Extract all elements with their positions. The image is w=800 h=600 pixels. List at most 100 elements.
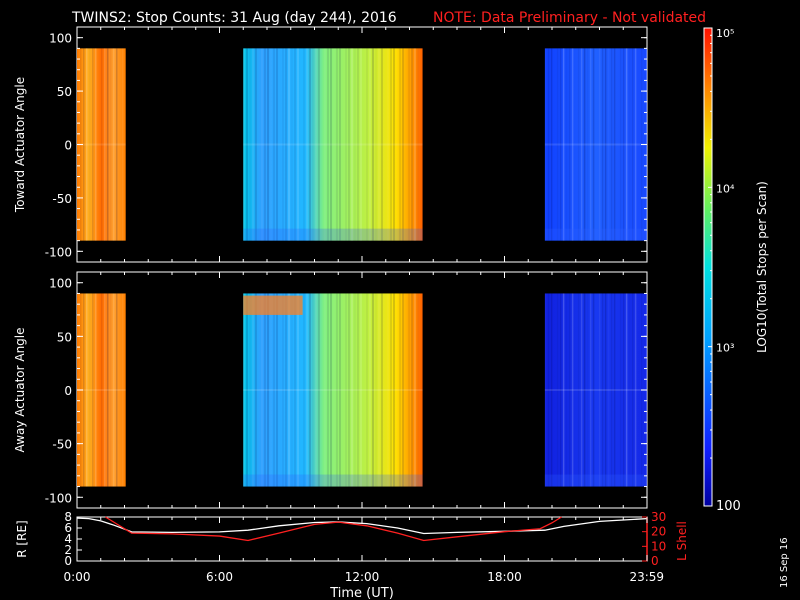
zero-angle-band — [544, 389, 647, 391]
heatmap-stripe — [550, 293, 553, 487]
heatmap-stripe — [264, 293, 266, 487]
heatmap-stripe — [95, 293, 97, 487]
plot-frame — [76, 516, 648, 562]
toward-heatmap-panel: 100 50 0 -50 -100 Toward Actuator Angle — [13, 26, 648, 263]
left-y-tick-label: 8 — [64, 510, 72, 524]
heatmap-stripe — [107, 48, 109, 241]
heatmap-stripe — [559, 48, 562, 241]
heatmap-stripe — [634, 293, 637, 487]
colorbar-tick-label: 10⁵ — [716, 27, 734, 40]
heatmap-stripe — [592, 48, 595, 241]
heatmap-stripe — [556, 48, 559, 241]
heatmap-stripe — [622, 48, 625, 241]
heatmap-stripe — [378, 293, 380, 487]
heatmap-stripe — [318, 48, 320, 241]
heatmap-stripe — [264, 48, 266, 241]
away-heatmap-panel: 100 50 0 -50 -100 Away Actuator Angle — [13, 271, 648, 509]
heatmap-stripe — [246, 48, 248, 241]
colorbar-label: LOG10(Total Stops per Scan) — [755, 181, 769, 353]
heatmap-stripe — [631, 48, 634, 241]
heatmap-stripe — [369, 48, 371, 241]
heatmap-stripe — [327, 48, 329, 241]
right-y-tick-label: 20 — [651, 525, 666, 539]
low-angle-shade — [243, 228, 423, 241]
heatmap-stripe — [113, 293, 115, 487]
heatmap-stripe — [273, 293, 275, 487]
heatmap-stripe — [252, 48, 254, 241]
heatmap-stripe — [568, 293, 571, 487]
heatmap-stripe — [369, 293, 371, 487]
heatmap-stripe — [324, 293, 326, 487]
x-tick-label: 6:00 — [206, 570, 233, 584]
left-y-tick-label: 4 — [64, 532, 72, 546]
heatmap-stripe — [285, 48, 287, 241]
heatmap-stripe — [86, 48, 88, 241]
heatmap-stripe — [414, 293, 416, 487]
y-tick-label: -100 — [45, 245, 72, 259]
left-y-tick-label: 6 — [64, 521, 72, 535]
zero-angle-band — [77, 389, 126, 391]
heatmap-stripe — [625, 293, 628, 487]
heatmap-stripe — [306, 48, 308, 241]
heatmap-stripe — [408, 48, 410, 241]
heatmap-stripe — [336, 293, 338, 487]
heatmap-stripe — [631, 293, 634, 487]
heatmap-stripe — [285, 293, 287, 487]
heatmap-segment-mid — [243, 293, 423, 487]
high-angle-enhancement — [243, 295, 303, 315]
y-tick-label: -50 — [52, 438, 72, 452]
heatmap-stripe — [381, 293, 383, 487]
heatmap-stripe — [276, 293, 278, 487]
heatmap-segment-low — [544, 293, 647, 487]
heatmap-stripe — [568, 48, 571, 241]
heatmap-stripe — [315, 48, 317, 241]
heatmap-stripe — [297, 48, 299, 241]
y-tick-label: 50 — [57, 330, 72, 344]
heatmap-stripe — [267, 48, 269, 241]
heatmap-stripe — [122, 48, 124, 241]
heatmap-stripe — [402, 48, 404, 241]
heatmap-stripe — [116, 293, 118, 487]
heatmap-stripe — [583, 293, 586, 487]
heatmap-stripe — [580, 293, 583, 487]
heatmap-stripe — [101, 48, 103, 241]
heatmap-stripe — [357, 293, 359, 487]
heatmap-stripe — [559, 293, 562, 487]
heatmap-stripe — [327, 293, 329, 487]
x-tick-label: 12:00 — [345, 570, 380, 584]
heatmap-stripe — [273, 48, 275, 241]
heatmap-stripe — [360, 48, 362, 241]
y-tick-label: 0 — [64, 384, 72, 398]
heatmap-stripe — [92, 48, 94, 241]
heatmap-stripe — [547, 48, 550, 241]
y-tick-label: -100 — [45, 491, 72, 505]
heatmap-stripe — [345, 48, 347, 241]
heatmap-stripe — [339, 293, 341, 487]
heatmap-stripe — [330, 48, 332, 241]
y-axis-label: Toward Actuator Angle — [13, 77, 27, 213]
heatmap-stripe — [613, 48, 616, 241]
heatmap-segment-low — [544, 48, 647, 241]
heatmap-stripe — [613, 293, 616, 487]
heatmap-stripe — [411, 293, 413, 487]
heatmap-stripe — [366, 293, 368, 487]
heatmap-stripe — [622, 293, 625, 487]
x-tick-label: 18:00 — [487, 570, 522, 584]
colorbar: 100 10³ 10⁴ 10⁵ LOG10(Total Stops per Scan) — [703, 27, 769, 514]
heatmap-stripe — [556, 293, 559, 487]
heatmap-stripe — [604, 48, 607, 241]
heatmap-stripe — [309, 293, 311, 487]
left-y-tick-label: 0 — [64, 554, 72, 568]
heatmap-stripe — [366, 48, 368, 241]
heatmap-stripe — [387, 48, 389, 241]
heatmap-stripe — [577, 48, 580, 241]
heatmap-stripe — [634, 48, 637, 241]
radius-line — [76, 517, 647, 535]
heatmap-stripe — [282, 48, 284, 241]
zero-angle-band — [243, 389, 423, 391]
date-stamp: 16 Sep 16 — [779, 537, 790, 588]
heatmap-stripe — [116, 48, 118, 241]
heatmap-stripe — [330, 293, 332, 487]
heatmap-stripe — [562, 293, 565, 487]
